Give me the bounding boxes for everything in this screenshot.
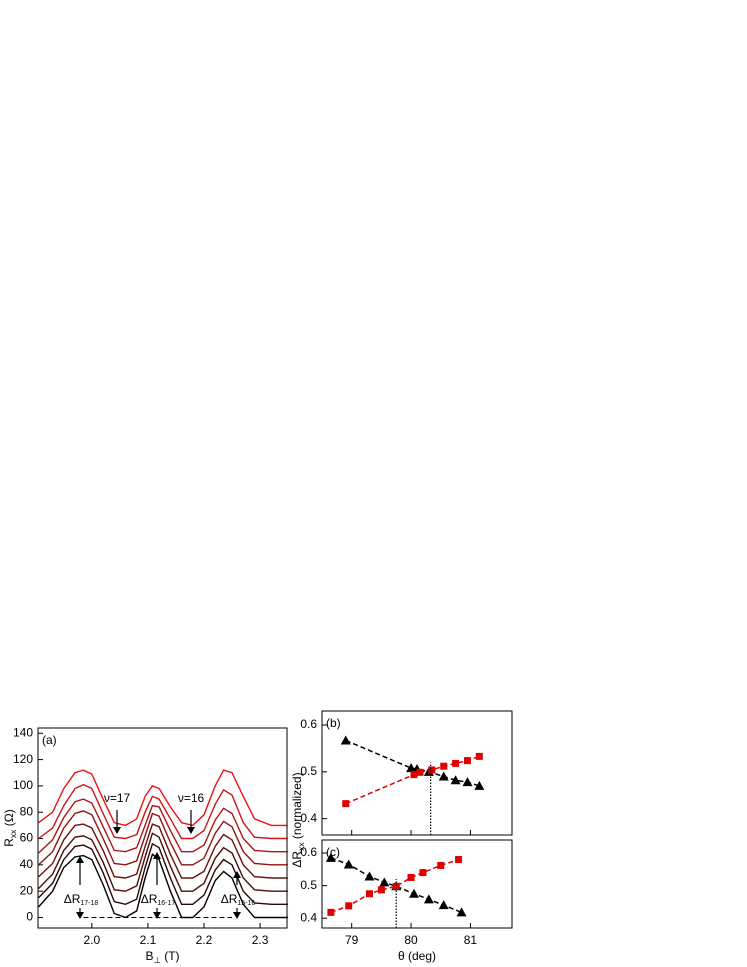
data-line [38,823,289,879]
y-tick-label: 0.4 [300,811,317,825]
label-unit: (normalized) [290,772,304,842]
annotation-sub: 15-16 [237,900,255,907]
marker [416,768,424,776]
y-tick-label: 20 [20,883,34,897]
data-line [38,798,289,854]
marker [437,861,445,869]
marker [407,873,415,881]
marker [340,735,351,745]
label-sub: ⊥ [154,955,161,965]
y-tick-label: 60 [20,831,34,845]
y-tick-label: 100 [13,778,33,792]
plot-frame [321,839,513,929]
data-line [38,810,289,866]
marker [409,888,420,898]
marker [325,852,336,862]
annotation-sub: 17-18 [80,900,98,907]
plot-frame [37,727,288,929]
marker [440,762,448,770]
marker [392,882,400,890]
marker [455,856,463,864]
data-line [38,842,289,906]
marker [423,894,434,904]
x-tick-label: 2.0 [83,933,100,947]
marker [474,780,485,790]
marker [377,886,385,894]
marker [343,859,354,869]
y-tick-label: 0.4 [300,910,317,924]
y-tick-label: 0 [26,910,33,924]
axis-label: Rxx (Ω) [2,809,18,846]
y-tick-label: 40 [20,857,34,871]
marker [475,752,483,760]
x-tick-label: 79 [345,933,359,947]
fit-line [345,755,480,805]
y-tick-label: 0.6 [300,717,317,731]
marker [327,908,335,916]
annotation-main: ΔR [64,892,81,906]
marker [345,902,353,910]
fit-line [345,739,480,787]
marker [364,871,375,881]
fit-line [330,857,462,914]
annotation: ν=16 [178,791,205,805]
axis-label: θ (deg) [398,949,436,963]
marker [450,775,461,785]
marker [410,771,418,779]
annotation: ΔR16-17 [141,892,176,907]
label-unit: (T) [161,949,180,963]
label-sub: xx [8,829,18,838]
marker [419,869,427,877]
marker [463,757,471,765]
fit-line [330,858,459,914]
axis-label: B⊥ (T) [145,949,179,965]
label-main: B [145,949,153,963]
annotation: ν=17 [104,791,131,805]
annotation: ΔR15-16 [221,892,256,907]
x-tick-label: 2.2 [196,933,213,947]
panel-label: (b) [326,716,341,730]
marker [379,877,390,887]
label-main: R [2,838,16,847]
data-line [38,783,289,840]
data-line [38,769,289,827]
marker [438,771,449,781]
y-tick-label: 0.5 [300,764,317,778]
label-unit: (deg) [405,949,436,963]
annotation-main: ΔR [141,892,158,906]
marker [342,800,350,808]
label-main: ΔR [290,851,304,868]
marker [406,763,417,773]
y-tick-label: 140 [13,725,33,739]
label-unit: (Ω) [2,809,16,829]
annotation-sub: 16-17 [157,900,175,907]
x-tick-label: 2.1 [140,933,157,947]
marker [428,766,436,774]
annotation-main: ΔR [221,892,238,906]
marker [438,900,449,910]
data-line [38,832,289,892]
marker [456,907,467,917]
panel-label: (a) [42,733,57,747]
x-tick-label: 80 [404,933,418,947]
marker [452,759,460,767]
y-tick-label: 0.6 [300,845,317,859]
y-tick-label: 120 [13,752,33,766]
label-main: θ [398,949,405,963]
y-tick-label: 0.5 [300,878,317,892]
marker [462,777,473,787]
annotation: ΔR17-18 [64,892,99,907]
label-sub: xx [296,842,306,851]
x-tick-label: 2.3 [252,933,269,947]
axis-label: ΔRxx (normalized) [290,772,306,867]
y-tick-label: 80 [20,804,34,818]
marker [366,890,373,898]
plot-frame [321,710,513,836]
x-tick-label: 81 [464,933,478,947]
